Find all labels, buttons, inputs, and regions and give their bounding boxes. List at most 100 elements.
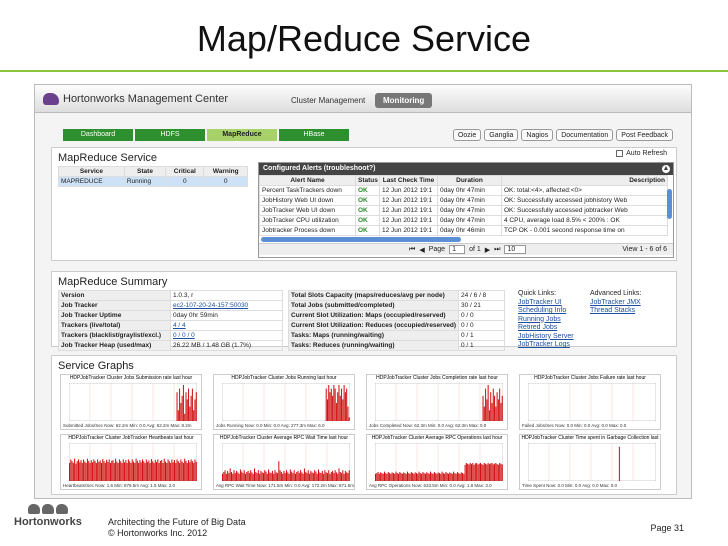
graph-bar xyxy=(337,473,339,481)
tab-hdfs[interactable]: HDFS xyxy=(135,129,205,141)
graph-bar xyxy=(188,460,190,481)
quick-link[interactable]: Retired Jobs xyxy=(518,324,558,331)
first-page-icon[interactable]: ⏮ xyxy=(409,245,416,253)
graph-bar xyxy=(107,461,109,481)
table-row[interactable]: JobHistory Web UI down OK 12 Jun 2012 19:1… xyxy=(259,195,668,206)
graph-bar xyxy=(157,459,159,481)
horizontal-scrollbar[interactable] xyxy=(261,237,461,242)
table-row: Job Tracker Heap (used/max) 26.22 MB / 1.… xyxy=(58,340,283,351)
tab-monitoring[interactable]: Monitoring xyxy=(375,93,433,108)
graph-bar xyxy=(150,459,152,481)
graph-tile[interactable]: HDPJobTracker Cluster Jobs Submission ra… xyxy=(60,374,202,430)
graph-tile[interactable]: HDPJobTracker Cluster Time spent in Garb… xyxy=(519,434,661,490)
table-row[interactable]: MAPREDUCE Running 0 0 xyxy=(58,176,248,187)
post-feedback-button[interactable]: Post Feedback xyxy=(616,129,673,141)
graph-bar xyxy=(238,473,240,481)
graph-bar xyxy=(341,473,343,481)
graph-bar xyxy=(124,462,126,481)
table-row[interactable]: JobTracker Web UI down OK 12 Jun 2012 19:1… xyxy=(259,205,668,216)
quick-link[interactable]: Running Jobs xyxy=(518,315,561,323)
graph-bar xyxy=(391,472,393,481)
graph-bar xyxy=(191,388,193,421)
graph-tile[interactable]: HDPJobTracker Cluster Jobs Completion ra… xyxy=(366,374,508,430)
graph-bar xyxy=(458,473,460,481)
quick-link[interactable]: JobHistory Server xyxy=(518,332,574,340)
graph-bar xyxy=(337,392,339,421)
blacklist-link[interactable]: 0 / 0 / 0 xyxy=(170,330,283,341)
graph-bar xyxy=(314,470,316,481)
graph-tile[interactable]: HDPJobTracker Cluster Jobs Running last … xyxy=(213,374,355,430)
advanced-link[interactable]: JobTracker JMX xyxy=(590,298,641,306)
cell: Running xyxy=(123,176,167,187)
prev-page-icon[interactable]: ◀ xyxy=(419,246,425,254)
quick-link[interactable]: JobTracker Logs xyxy=(518,341,570,348)
row-value: 0 / 1 xyxy=(458,330,505,341)
quick-link[interactable]: Scheduling Info xyxy=(518,307,567,314)
service-tabs: Dashboard HDFS MapReduce HBase xyxy=(63,129,351,141)
table-row[interactable]: Jobtracker Process down OK 12 Jun 2012 19:… xyxy=(259,225,668,236)
graph-bar xyxy=(315,471,317,481)
tab-cluster-management[interactable]: Cluster Management xyxy=(291,96,366,105)
graph-bar xyxy=(195,461,197,481)
auto-refresh-checkbox[interactable] xyxy=(616,150,624,157)
graph-bar xyxy=(305,472,307,481)
graph-bar xyxy=(462,473,464,481)
graph-tile[interactable]: HDPJobTracker Cluster Average RPC Wait T… xyxy=(213,434,355,490)
table-row: Tasks: Reduces (running/waiting) 0 / 1 xyxy=(288,340,505,351)
graph-bar xyxy=(247,470,249,481)
jobtracker-link[interactable]: ec2-107-20-24-157:50030 xyxy=(170,300,283,311)
graph-bar xyxy=(324,470,326,481)
next-page-icon[interactable]: ▶ xyxy=(484,246,491,254)
tab-hbase[interactable]: HBase xyxy=(279,129,349,141)
auto-refresh[interactable]: Auto Refresh xyxy=(616,150,667,157)
graph-bar xyxy=(392,473,394,481)
graph-tile[interactable]: HDPJobTracker Cluster JobTracker Heartbe… xyxy=(60,434,202,490)
ganglia-button[interactable]: Ganglia xyxy=(484,129,519,141)
advanced-link[interactable]: Thread Stacks xyxy=(590,307,636,314)
table-row[interactable]: Percent TaskTrackers down OK 12 Jun 2012 1… xyxy=(259,185,668,196)
top-bar: Hortonworks Management Center Cluster Ma… xyxy=(35,85,691,113)
table-row[interactable]: JobTracker CPU utilization OK 12 Jun 2012 … xyxy=(259,215,668,226)
nagios-button[interactable]: Nagios xyxy=(521,129,554,141)
graph-bar xyxy=(407,471,409,481)
graph-bar xyxy=(309,473,311,481)
documentation-button[interactable]: Documentation xyxy=(556,129,614,141)
graph-bar xyxy=(486,464,488,481)
page-input[interactable]: 1 xyxy=(449,245,466,254)
tab-dashboard[interactable]: Dashboard xyxy=(63,129,133,141)
graph-bar xyxy=(492,388,494,421)
vertical-scrollbar[interactable] xyxy=(667,189,672,219)
graph-tile[interactable]: HDPJobTracker Cluster Jobs Failure rate … xyxy=(519,374,661,430)
quick-link[interactable]: JobTracker UI xyxy=(518,298,562,306)
graph-tile[interactable]: HDPJobTracker Cluster Average RPC Operat… xyxy=(366,434,508,490)
summary-title: MapReduce Summary xyxy=(58,276,168,288)
graph-bar xyxy=(129,461,131,481)
external-links: Oozie Ganglia Nagios Documentation Post … xyxy=(452,129,673,141)
table-row: Job Tracker Uptime 0day 0hr 59min xyxy=(58,310,283,321)
oozie-button[interactable]: Oozie xyxy=(452,129,482,141)
graph-bar xyxy=(194,399,196,421)
graph-bar xyxy=(109,463,111,481)
graph-bar xyxy=(339,395,341,421)
graph-bar xyxy=(99,460,101,481)
graph-bar xyxy=(341,388,343,421)
row-label: Total Jobs (submitted/completed) xyxy=(288,300,459,311)
trackers-link[interactable]: 4 / 4 xyxy=(170,320,283,331)
graph-bar xyxy=(464,464,466,481)
graph-bar xyxy=(343,473,345,481)
tab-mapreduce[interactable]: MapReduce xyxy=(207,129,277,141)
graph-bar xyxy=(400,473,402,481)
graph-bar xyxy=(186,463,188,481)
graph-bar xyxy=(386,473,388,481)
alerts-header: Configured Alerts (troubleshoot?) xyxy=(259,163,673,175)
last-page-icon[interactable]: ⏭ xyxy=(494,245,501,253)
per-page-select[interactable]: 10 xyxy=(504,245,527,254)
graph-bar xyxy=(278,461,280,481)
footer-logo: Hortonworks xyxy=(14,516,82,528)
graph-bar xyxy=(311,472,313,481)
graph-bar xyxy=(139,460,141,481)
graph-bar xyxy=(428,473,430,481)
graph-bar xyxy=(306,473,308,481)
collapse-icon[interactable]: ▲ xyxy=(662,165,670,173)
graph-bar xyxy=(297,470,299,481)
